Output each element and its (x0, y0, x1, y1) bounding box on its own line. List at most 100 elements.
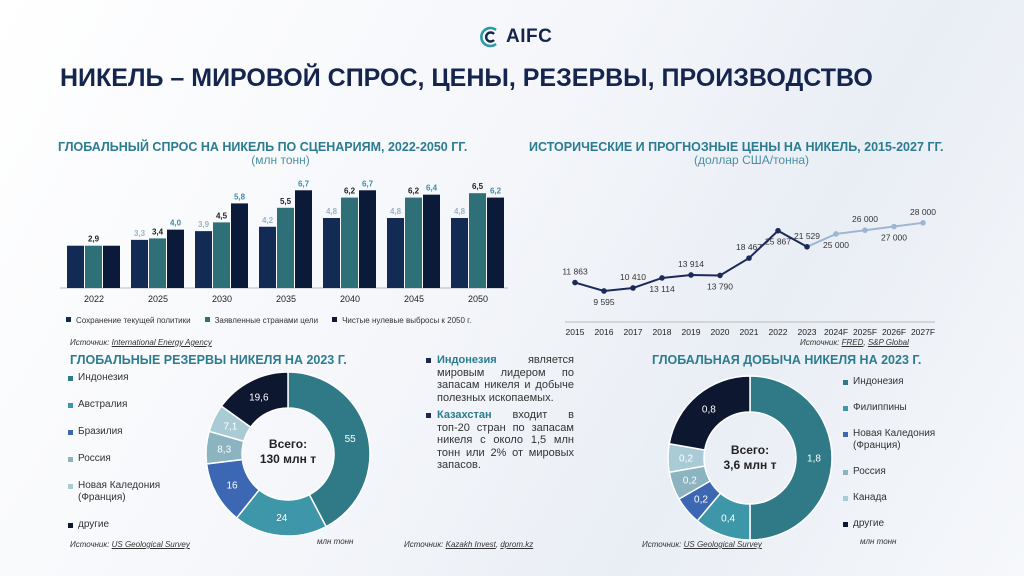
logo: AIFC (478, 26, 552, 48)
slice-label: 19,6 (249, 393, 269, 404)
legend-label: Новая Каледония (Франция) (853, 428, 936, 451)
legend-label: Россия (78, 453, 111, 464)
source-prefix: Источник: (800, 338, 842, 347)
source-link-sp[interactable]: S&P Global (867, 338, 909, 347)
legend-item: Бразилия (68, 426, 190, 438)
data-label: 27 000 (881, 233, 907, 243)
slice-label: 1,8 (807, 454, 821, 465)
source-link-dprom[interactable]: dprom.kz (500, 540, 534, 549)
legend-item: Филиппины (843, 402, 965, 414)
x-tick-label: 2050 (468, 294, 488, 304)
x-tick-label: 2022 (84, 294, 104, 304)
bullet-icon (426, 413, 431, 418)
source-link[interactable]: US Geological Survey (111, 540, 190, 549)
price-point-2024F (833, 231, 839, 237)
x-tick-label: 2016 (595, 327, 614, 337)
x-tick-label: 2022 (769, 327, 788, 337)
source-link-fred[interactable]: FRED (841, 338, 864, 347)
legend-swatch (68, 484, 73, 489)
legend-swatch (843, 380, 848, 385)
bar-2022-series-1 (67, 245, 84, 288)
legend-item: другие (843, 518, 965, 530)
legend-label: Россия (853, 466, 886, 477)
data-label: 6,7 (298, 179, 310, 188)
legend-swatch (68, 523, 73, 528)
x-tick-label: 2018 (653, 327, 672, 337)
price-point-2027F (920, 220, 926, 226)
note-body: является мировым лидером по запасам нике… (437, 354, 574, 404)
donut-slice-1 (287, 371, 371, 528)
source-prefix: Источник: (70, 338, 112, 347)
production-title: ГЛОБАЛЬНАЯ ДОБЫЧА НИКЕЛЯ НА 2023 Г. (652, 353, 922, 367)
total-label: Всего: (730, 443, 770, 457)
slice-label: 7,1 (223, 422, 237, 433)
x-tick-label: 2045 (404, 294, 424, 304)
legend-item: Австралия (68, 399, 190, 411)
data-label: 3,3 (134, 229, 146, 238)
legend-swatch (843, 522, 848, 527)
data-label: 13 114 (649, 284, 675, 294)
x-tick-label: 2035 (276, 294, 296, 304)
bar-2050-series-3 (487, 197, 504, 288)
legend-item: другие (68, 519, 190, 531)
legend-swatch (843, 432, 848, 437)
data-label: 6,2 (344, 187, 356, 196)
bar-2040-series-1 (323, 218, 340, 288)
slice-label: 0,8 (702, 404, 716, 415)
price-point-2020 (717, 272, 723, 279)
source-link-kazakh-invest[interactable]: Kazakh Invest (445, 540, 496, 549)
page-title: НИКЕЛЬ – МИРОВОЙ СПРОС, ЦЕНЫ, РЕЗЕРВЫ, П… (60, 64, 873, 92)
source-link[interactable]: US Geological Survey (683, 540, 762, 549)
prices-title: ИСТОРИЧЕСКИЕ И ПРОГНОЗНЫЕ ЦЕНЫ НА НИКЕЛЬ… (529, 140, 944, 154)
data-label: 5,8 (234, 192, 246, 201)
legend-label: Сохранение текущей политики (76, 316, 191, 325)
slice-label: 0,2 (679, 454, 693, 465)
legend-item-netzero: Чистые нулевые выбросы к 2050 г. (332, 315, 471, 327)
data-label: 13 790 (707, 281, 733, 291)
note-body: входит в топ-20 стран по запасам никеля … (437, 409, 574, 471)
source-prefix: Источник: (70, 540, 112, 549)
legend-item: Индонезия (68, 372, 190, 384)
price-point-2021 (746, 255, 752, 261)
legend-swatch (66, 317, 71, 322)
source-link[interactable]: International Energy Agency (111, 338, 212, 347)
note-indonesia: Индонезия является мировым лидером по за… (426, 354, 574, 404)
legend-label: другие (853, 518, 885, 529)
legend-label: Индонезия (853, 376, 904, 387)
bar-2035-series-1 (259, 226, 276, 288)
bar-2030-series-1 (195, 231, 212, 288)
data-label: 21 529 (794, 231, 820, 241)
bar-2050-series-1 (451, 218, 468, 288)
slice-label: 0,2 (694, 495, 708, 506)
note-highlight: Индонезия (437, 354, 497, 366)
data-label: 5,5 (280, 197, 292, 206)
bar-2025-series-2 (149, 238, 166, 288)
prices-source: Источник: FRED, S&P Global (800, 338, 909, 347)
price-point-2022 (775, 227, 781, 234)
source-separator: , (495, 540, 501, 549)
slice-label: 16 (227, 481, 239, 492)
slice-label: 55 (345, 434, 357, 445)
bullet-icon (426, 358, 431, 363)
price-point-2018 (659, 275, 665, 281)
data-label: 13 914 (678, 259, 704, 269)
bar-2050-series-2 (469, 193, 486, 288)
demand-title: ГЛОБАЛЬНЫЙ СПРОС НА НИКЕЛЬ ПО СЦЕНАРИЯМ,… (58, 140, 468, 154)
demand-legend: Сохранение текущей политики Заявленные с… (66, 315, 471, 327)
bar-2022-series-2 (85, 245, 102, 288)
data-label: 28 000 (910, 207, 936, 217)
data-label: 25 000 (823, 240, 849, 250)
x-tick-label: 2019 (682, 327, 701, 337)
price-point-2026F (891, 223, 897, 230)
legend-item: Россия (68, 453, 190, 465)
legend-item: Индонезия (843, 376, 965, 388)
data-label: 6,2 (408, 187, 420, 196)
bar-2030-series-2 (213, 222, 230, 288)
data-label: 2,9 (88, 235, 100, 244)
data-label: 6,4 (426, 184, 438, 193)
bar-2035-series-2 (277, 207, 294, 288)
reserves-total: Всего: 130 млн т (238, 437, 338, 467)
slice-label: 8,3 (217, 444, 231, 455)
price-point-2017 (630, 285, 636, 291)
legend-label: Индонезия (78, 372, 129, 383)
